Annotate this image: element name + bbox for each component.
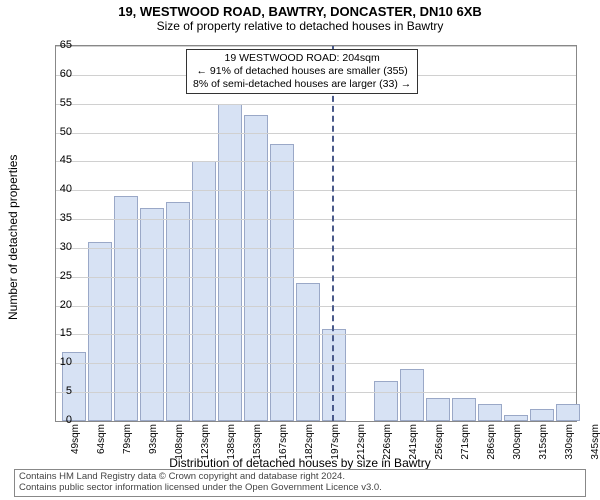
y-tick-label: 0	[52, 414, 72, 426]
histogram-bar	[296, 283, 320, 421]
gridline	[56, 104, 576, 105]
attribution-footer: Contains HM Land Registry data © Crown c…	[14, 469, 586, 497]
y-tick-label: 15	[52, 327, 72, 339]
histogram-bar	[114, 196, 138, 421]
chart-title: 19, WESTWOOD ROAD, BAWTRY, DONCASTER, DN…	[0, 0, 600, 19]
y-tick-label: 55	[52, 97, 72, 109]
gridline	[56, 277, 576, 278]
histogram-bar	[400, 369, 424, 421]
histogram-bar	[140, 208, 164, 421]
y-tick-label: 10	[52, 356, 72, 368]
annotation-line-3: 8% of semi-detached houses are larger (3…	[193, 78, 411, 91]
histogram-bar	[322, 329, 346, 421]
y-tick-label: 40	[52, 183, 72, 195]
chart-plot-area: 19 WESTWOOD ROAD: 204sqm ← 91% of detach…	[55, 45, 577, 422]
histogram-bar	[192, 161, 216, 421]
histogram-bar	[504, 415, 528, 421]
histogram-bar	[374, 381, 398, 421]
y-tick-label: 60	[52, 68, 72, 80]
chart-subtitle: Size of property relative to detached ho…	[0, 19, 600, 33]
gridline	[56, 306, 576, 307]
y-tick-label: 25	[52, 270, 72, 282]
y-tick-label: 35	[52, 212, 72, 224]
y-tick-label: 30	[52, 241, 72, 253]
gridline	[56, 46, 576, 47]
gridline	[56, 161, 576, 162]
gridline	[56, 334, 576, 335]
reference-marker-line	[332, 46, 334, 421]
footer-line-2: Contains public sector information licen…	[19, 483, 581, 494]
histogram-bar	[426, 398, 450, 421]
x-axis-label: Distribution of detached houses by size …	[0, 456, 600, 470]
histogram-bar	[270, 144, 294, 421]
histogram-bar	[530, 409, 554, 421]
gridline	[56, 248, 576, 249]
histogram-bar	[88, 242, 112, 421]
chart-bars-group	[56, 46, 576, 421]
y-tick-label: 65	[52, 39, 72, 51]
gridline	[56, 133, 576, 134]
histogram-bar	[478, 404, 502, 421]
annotation-line-1: 19 WESTWOOD ROAD: 204sqm	[193, 52, 411, 65]
gridline	[56, 190, 576, 191]
histogram-bar	[556, 404, 580, 421]
y-tick-label: 5	[52, 385, 72, 397]
y-tick-label: 50	[52, 126, 72, 138]
annotation-line-2: ← 91% of detached houses are smaller (35…	[193, 65, 411, 78]
y-tick-label: 45	[52, 154, 72, 166]
gridline	[56, 219, 576, 220]
gridline	[56, 392, 576, 393]
histogram-bar	[452, 398, 476, 421]
gridline	[56, 363, 576, 364]
annotation-box: 19 WESTWOOD ROAD: 204sqm ← 91% of detach…	[186, 49, 418, 94]
y-axis-label: Number of detached properties	[6, 155, 20, 320]
histogram-bar	[166, 202, 190, 421]
histogram-bar	[218, 104, 242, 421]
y-tick-label: 20	[52, 299, 72, 311]
